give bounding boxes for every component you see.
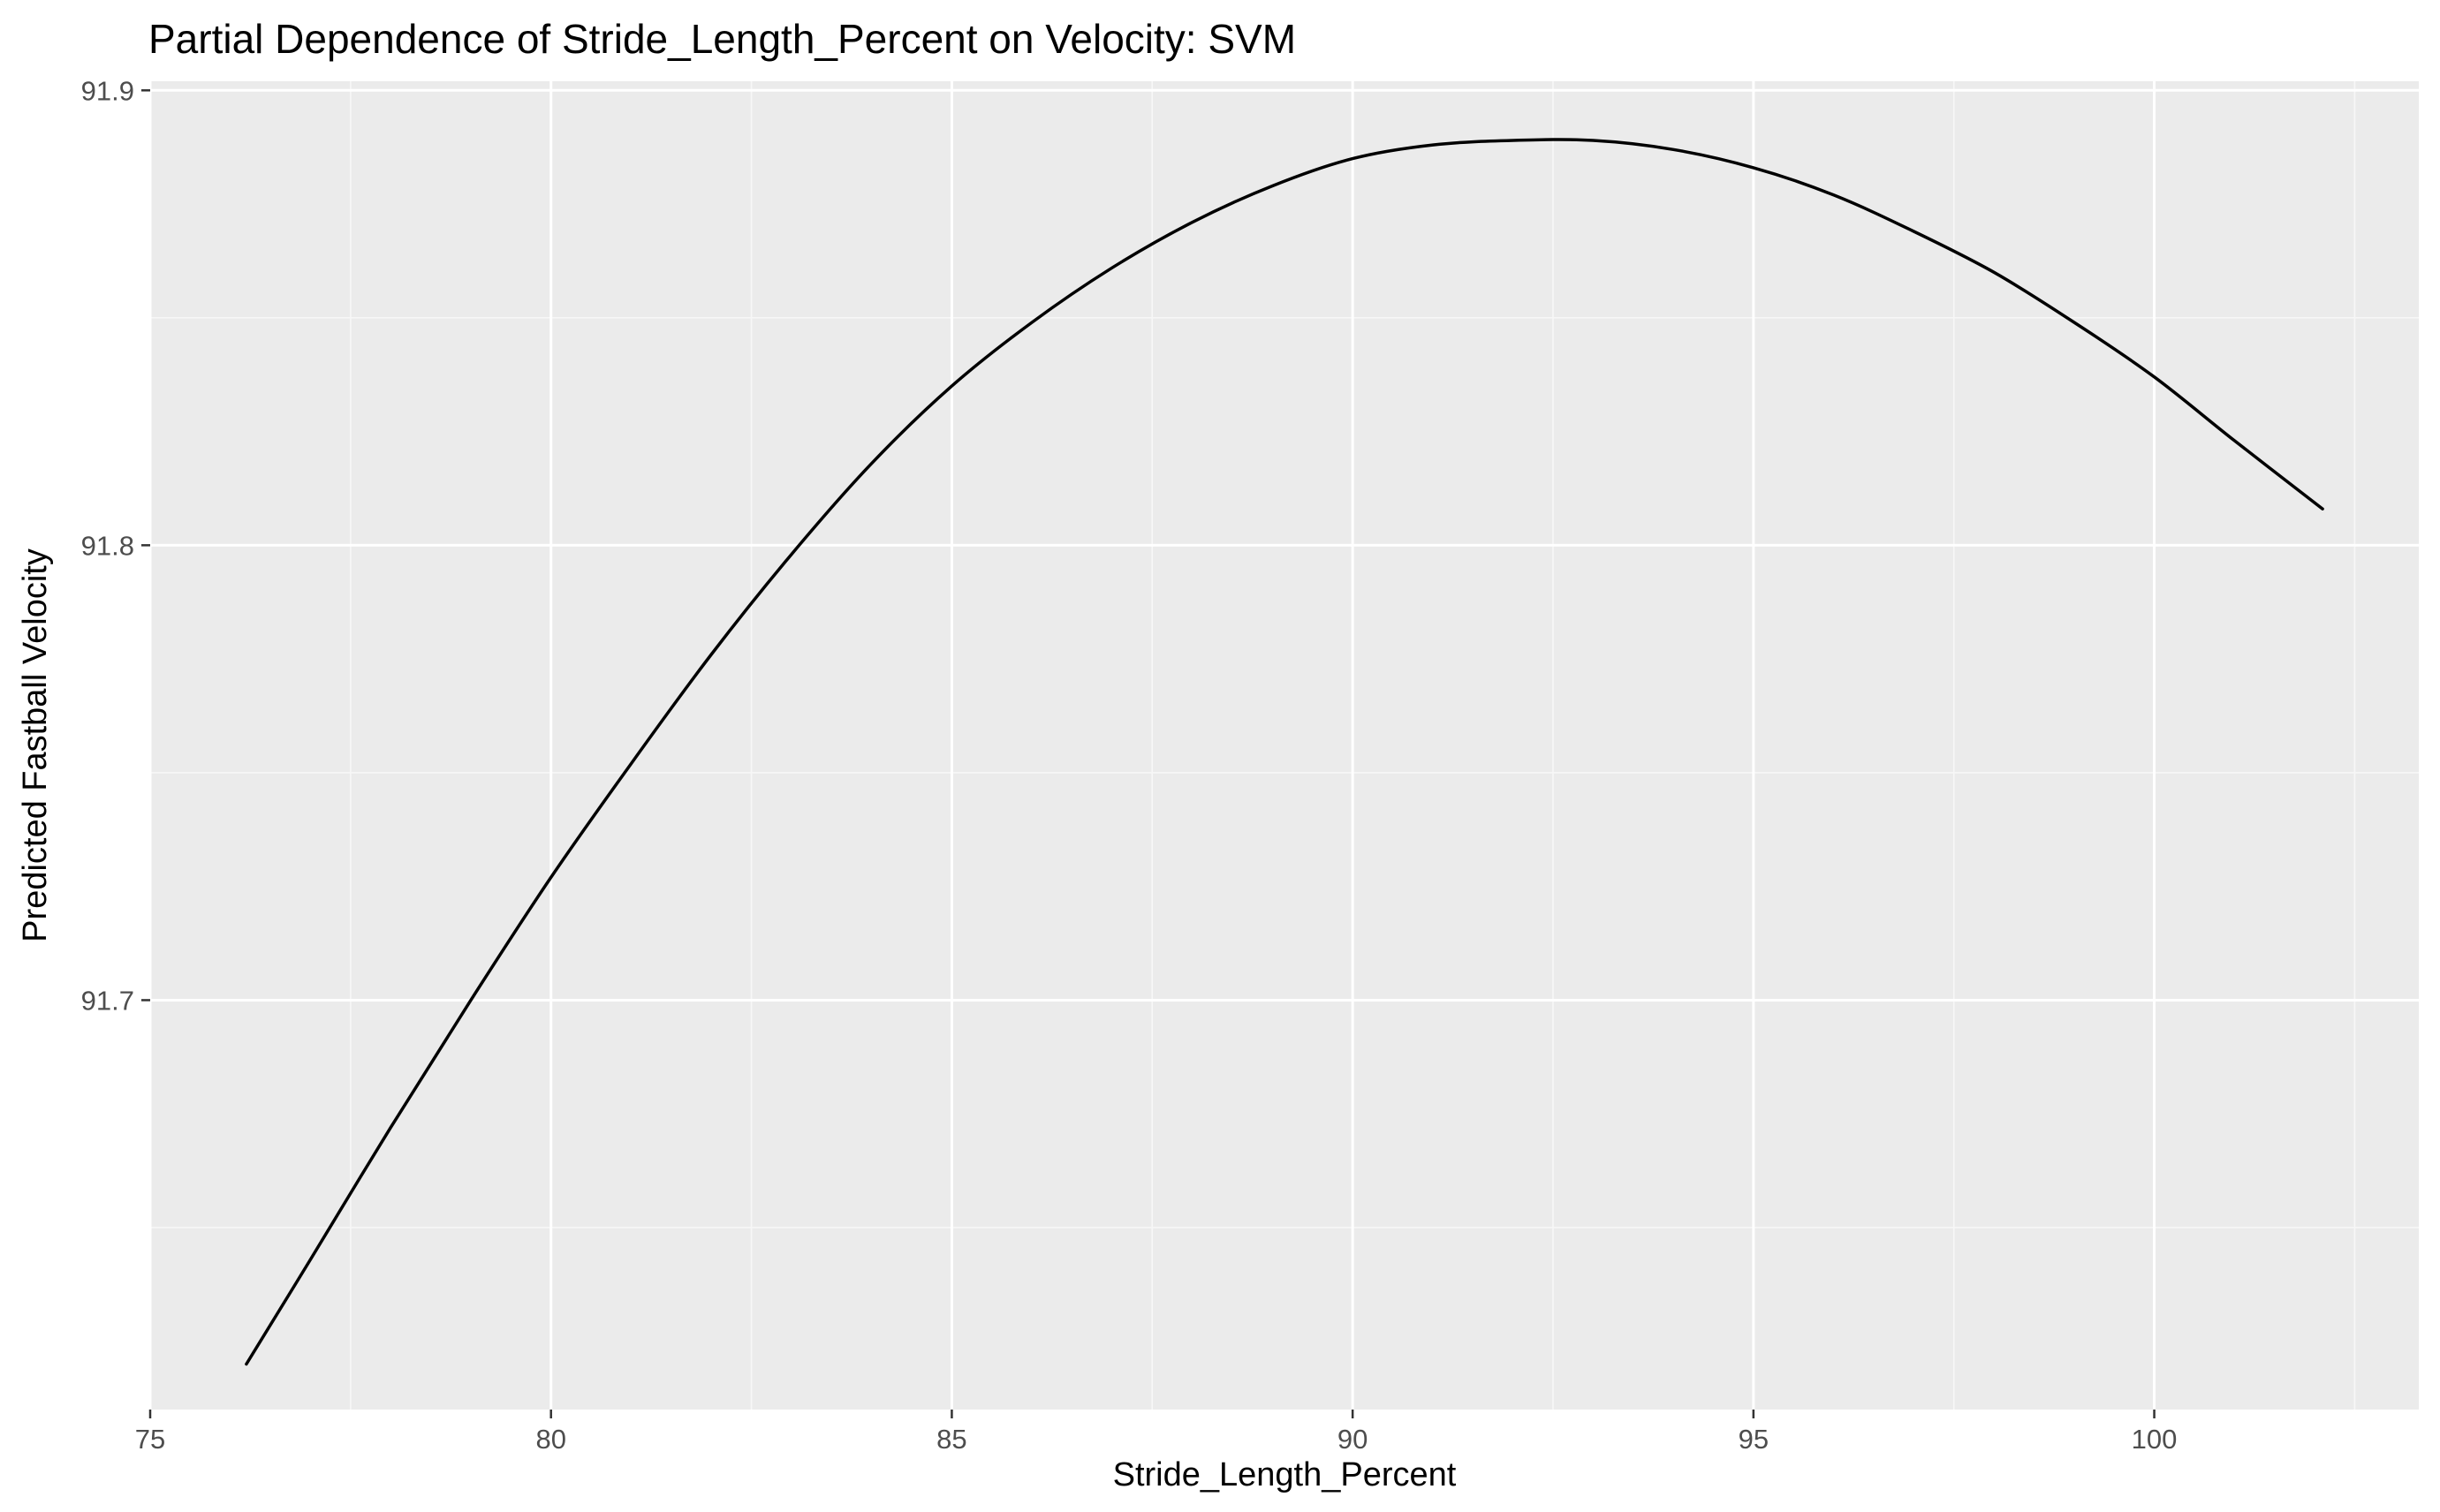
plot-panel	[150, 81, 2419, 1410]
y-tick-label: 91.7	[81, 985, 134, 1016]
series-line	[245, 138, 2324, 1366]
chart-title: Partial Dependence of Stride_Length_Perc…	[148, 16, 1296, 62]
grid-minor	[150, 81, 2419, 1410]
x-axis: 75 80 85 90 95 100	[135, 1410, 2178, 1455]
x-tick-label: 95	[1739, 1424, 1769, 1455]
x-tick-label: 75	[135, 1424, 165, 1455]
y-axis-title: Predicted Fastball Velocity	[17, 548, 54, 942]
grid-major	[148, 81, 2419, 1410]
x-tick-label: 100	[2132, 1424, 2178, 1455]
x-tick-label: 90	[1337, 1424, 1368, 1455]
y-axis: 91.7 91.8 91.9	[81, 75, 150, 1016]
x-tick-label: 85	[936, 1424, 966, 1455]
x-axis-title: Stride_Length_Percent	[1113, 1456, 1457, 1493]
y-tick-label: 91.9	[81, 75, 134, 106]
x-tick-label: 80	[535, 1424, 565, 1455]
y-tick-label: 91.8	[81, 530, 134, 561]
